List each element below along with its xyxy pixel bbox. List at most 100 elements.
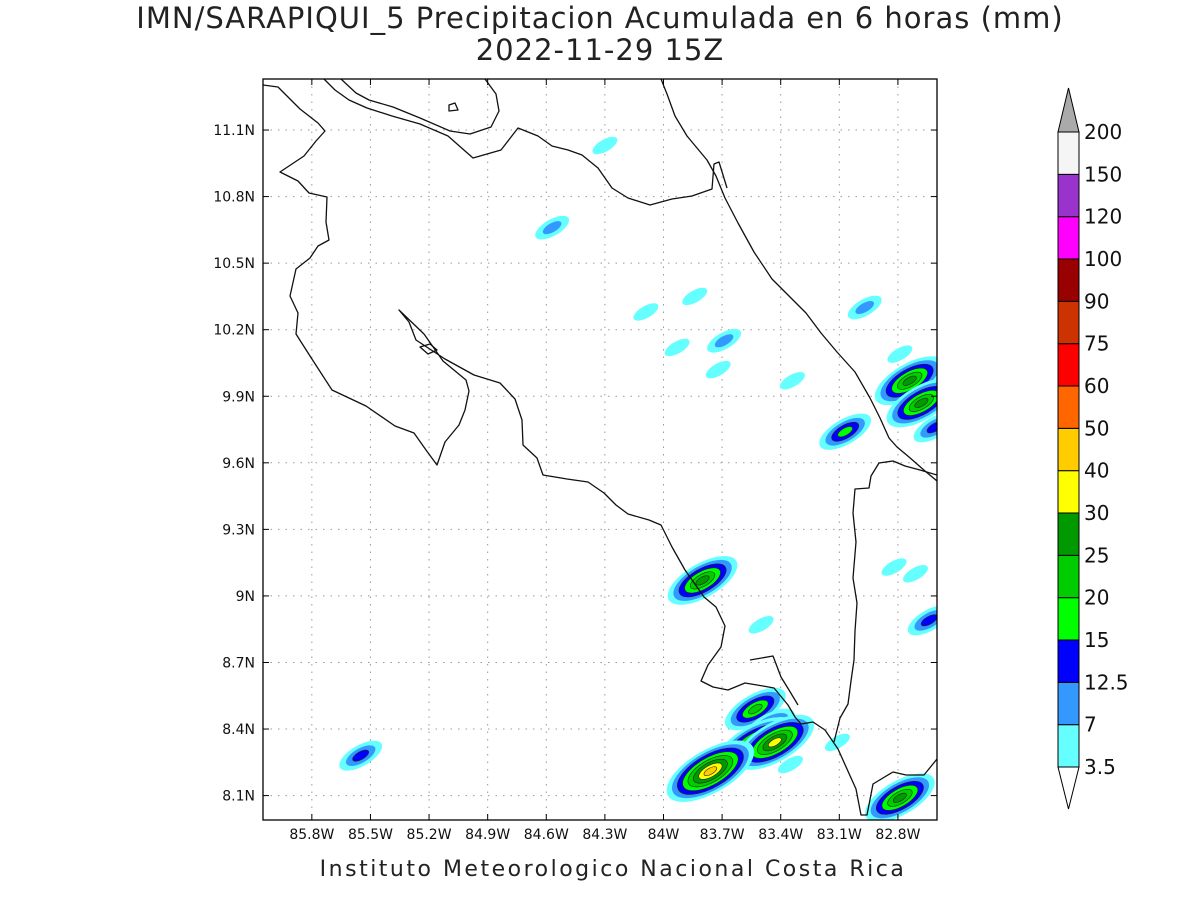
rain-cell: [707, 328, 742, 353]
longitude-ticks: 85.8W 85.5W 85.2W 84.9W 84.6W 84.3W 84W 83.7W 83…: [289, 79, 921, 843]
rain-contour: [748, 703, 763, 715]
colorbar-swatch: [1057, 216, 1080, 260]
colorbar-swatch: [1057, 300, 1080, 345]
rain-contour: [664, 338, 690, 357]
rain-contour: [633, 303, 659, 321]
rain-contour: [695, 575, 710, 586]
colorbar-label: 7: [1084, 713, 1097, 737]
colorbar-label: 30: [1084, 501, 1109, 525]
lon-tick-label: 85.2W: [407, 827, 452, 843]
colorbar-label: 15: [1084, 628, 1109, 652]
rain-cell: [705, 360, 731, 379]
rain-contour: [777, 755, 803, 774]
rain-contour: [714, 334, 734, 348]
colorbar-label: 200: [1084, 120, 1122, 144]
colorbar-swatch: [1057, 173, 1080, 218]
rain-cell: [748, 616, 774, 634]
lon-tick-label: 85.5W: [348, 827, 393, 843]
lat-tick-label: 8.1N: [222, 789, 255, 805]
rain-contour: [903, 565, 929, 583]
rain-contour: [768, 737, 782, 748]
rain-cell: [903, 565, 929, 583]
coastline-borders: [263, 79, 937, 816]
lat-tick-label: 10.8N: [213, 190, 255, 206]
lat-tick-label: 8.4N: [222, 722, 255, 738]
rain-contour: [779, 372, 805, 390]
rain-contour: [542, 221, 562, 235]
lon-tick-label: 84.6W: [524, 827, 569, 843]
lon-tick-label: 85.8W: [289, 827, 334, 843]
colorbar-label: 75: [1084, 332, 1109, 356]
map-subtitle-datetime: 2022-11-29 15Z: [475, 33, 725, 67]
lat-tick-label: 9N: [236, 589, 255, 605]
rain-cell: [667, 555, 738, 605]
rain-contour: [703, 766, 718, 776]
colorbar-label: 60: [1084, 374, 1109, 398]
colorbar-swatch: [1057, 512, 1080, 556]
colorbar-label: 40: [1084, 459, 1109, 483]
lon-tick-label: 83.1W: [817, 827, 862, 843]
colorbar-swatch: [1057, 681, 1080, 726]
lat-tick-label: 10.5N: [213, 256, 255, 272]
colorbar-label: 3.5: [1084, 755, 1116, 779]
rain-cell: [874, 356, 937, 406]
colorbar-label: 150: [1084, 162, 1122, 186]
colorbar-label: 12.5: [1084, 670, 1129, 694]
colorbar-swatch: [1057, 724, 1080, 768]
lat-tick-label: 8.7N: [222, 655, 255, 671]
lon-tick-label: 83.4W: [758, 827, 803, 843]
rain-contour: [855, 301, 874, 315]
map-frame: [262, 78, 938, 821]
colorbar-swatch: [1057, 131, 1080, 175]
lon-tick-label: 83.7W: [700, 827, 745, 843]
colorbar-label: 25: [1084, 543, 1109, 567]
credit-text: Instituto Meteorologico Nacional Costa R…: [319, 857, 907, 882]
rain-cell: [592, 136, 618, 155]
lat-tick-label: 9.3N: [222, 522, 255, 538]
rain-contour: [592, 136, 618, 155]
rain-cell: [339, 740, 383, 771]
colorbar-legend: 3.5 7 12.5 15 20 25 30 40 50 60 75 90 100 120 150 200: [1057, 87, 1129, 810]
rain-contour: [748, 616, 774, 634]
latitude-ticks: 11.1N 10.8N 10.5N 10.2N 9.9N 9.6N 9.3N 9N 8.7N 8.…: [213, 123, 937, 805]
map-background: [263, 79, 937, 820]
colorbar-label: 100: [1084, 247, 1122, 271]
colorbar-label: 50: [1084, 416, 1109, 440]
colorbar-over-arrow: [1057, 87, 1080, 133]
map-title: IMN/SARAPIQUI_5 Precipitacion Acumulada …: [136, 1, 1064, 35]
lon-tick-label: 82.8W: [875, 827, 920, 843]
lat-tick-label: 9.9N: [222, 389, 255, 405]
rain-cell: [824, 733, 850, 752]
lon-tick-label: 84W: [648, 827, 680, 843]
rain-cell: [724, 687, 786, 731]
rain-contour: [914, 397, 929, 408]
rain-contour: [881, 558, 907, 576]
rain-cell: [535, 215, 570, 240]
rain-contour: [824, 733, 850, 752]
colorbar-swatch: [1057, 385, 1080, 429]
rain-cell: [865, 773, 935, 820]
colorbar-swatch: [1057, 343, 1080, 387]
rain-cell: [777, 755, 803, 774]
rain-cell: [881, 558, 907, 576]
rain-contour: [902, 375, 917, 386]
colorbar-under-arrow: [1057, 766, 1080, 810]
rain-cell: [633, 303, 659, 321]
rain-cell: [779, 372, 805, 390]
lat-tick-label: 9.6N: [222, 456, 255, 472]
lon-tick-label: 84.9W: [465, 827, 510, 843]
rain-contour: [837, 426, 853, 438]
rain-cell: [819, 413, 872, 450]
rain-cell: [847, 295, 882, 320]
rain-cell: [682, 287, 708, 306]
rain-cells: [339, 136, 937, 820]
rain-cell: [886, 378, 937, 428]
colorbar-label: 20: [1084, 586, 1109, 610]
colorbar-swatch: [1057, 258, 1080, 302]
rain-contour: [705, 360, 731, 379]
colorbar-swatch: [1057, 554, 1080, 599]
rain-contour: [887, 345, 913, 363]
colorbar-swatch: [1057, 427, 1080, 472]
rain-contour: [352, 749, 370, 762]
